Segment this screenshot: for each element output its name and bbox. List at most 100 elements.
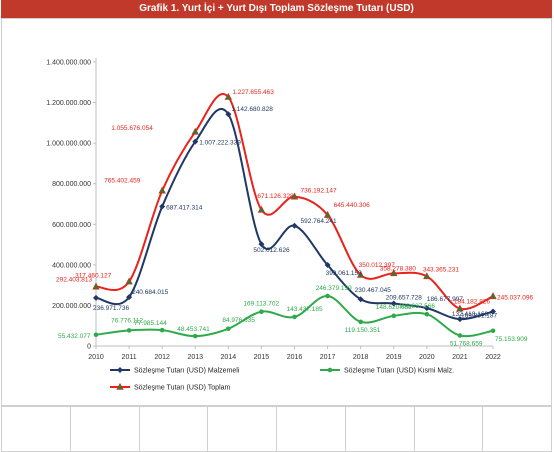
data-label: 55.432.077 [58, 333, 91, 340]
data-point [292, 314, 297, 320]
x-tick-label: 2012 [154, 354, 170, 361]
data-label: 1.055.676.054 [111, 125, 153, 132]
x-tick-label: 2020 [419, 354, 435, 361]
data-label: 245.037.096 [497, 294, 534, 301]
data-point [225, 111, 232, 118]
data-point [192, 138, 199, 145]
data-label: 230.467.045 [355, 287, 392, 294]
data-point [159, 203, 166, 210]
data-point [356, 270, 365, 278]
data-point [224, 92, 233, 100]
data-point [324, 262, 331, 269]
data-point [93, 294, 99, 301]
data-point [323, 210, 332, 218]
legend-marker [117, 367, 123, 373]
data-label: 169.881.187 [461, 313, 498, 320]
data-point [358, 319, 363, 325]
table-cell [138, 406, 209, 452]
data-point [456, 316, 463, 323]
x-tick-label: 2010 [88, 354, 104, 361]
legend-marker [116, 382, 124, 390]
data-point [489, 292, 497, 300]
data-point [257, 205, 266, 213]
legend-label: Sözleşme Tutarı (USD) Malzemeli [134, 368, 240, 375]
data-label: 77.985.144 [134, 320, 167, 327]
data-label: 350.012.397 [359, 262, 396, 269]
data-point [126, 328, 132, 333]
data-point [423, 272, 431, 280]
data-label: 246.379.159 [316, 285, 353, 292]
x-tick-label: 2021 [452, 354, 468, 361]
y-tick-label: 1.000.000.000 [46, 141, 91, 148]
data-point [92, 282, 100, 290]
legend-label: Sözleşme Tutarı (USD) Kısmi Malz. [344, 368, 454, 375]
x-tick-label: 2018 [353, 354, 369, 361]
data-point [456, 304, 464, 312]
data-label: 292.403.813 [56, 277, 93, 284]
data-label: 143.437.185 [287, 306, 324, 313]
data-label: 186.677.997 [427, 296, 464, 303]
data-label: 84.976.635 [222, 317, 255, 324]
data-point [191, 127, 199, 135]
data-label: 765.402.459 [104, 178, 141, 185]
x-tick-label: 2017 [320, 354, 336, 361]
data-label: 156.687.566 [399, 303, 436, 310]
data-label: 399.061.153 [326, 270, 363, 277]
data-label: 169.113.702 [243, 301, 279, 308]
data-point [192, 333, 198, 339]
data-label: 148.620.652 [376, 304, 413, 311]
data-label: 671.126.328 [257, 193, 294, 200]
data-label: 1.227.655.463 [232, 89, 274, 96]
data-point [457, 333, 463, 338]
data-point [226, 326, 231, 332]
table-row [1, 406, 552, 452]
data-label: 645.440.306 [334, 202, 371, 209]
bottom-table [1, 406, 552, 452]
x-tick-label: 2022 [485, 354, 501, 361]
data-label: 240.684.015 [132, 289, 169, 296]
data-point [158, 186, 166, 194]
data-point [357, 296, 364, 303]
line-chart: 0 200.000.000 400.000.000 600.000.000 800.00… [46, 58, 534, 392]
data-point [390, 269, 398, 277]
data-point [259, 309, 264, 314]
data-point [159, 327, 165, 333]
table-cell [69, 406, 140, 452]
data-label: 736.192.147 [301, 188, 338, 195]
table-cell [1, 406, 71, 452]
y-tick-label: 400.000.000 [52, 262, 91, 269]
data-point [424, 311, 430, 317]
table-cell [344, 406, 415, 452]
data-label: 317.460.127 [75, 273, 112, 280]
data-point [391, 313, 397, 319]
data-point [423, 305, 430, 312]
legend-marker [327, 367, 333, 373]
chart-frame: 0 200.000.000 400.000.000 600.000.000 800.00… [1, 18, 552, 406]
x-tick-label: 2019 [386, 354, 402, 361]
data-label: 48.453.741 [177, 326, 210, 333]
data-label: 132.418.168 [452, 311, 489, 318]
y-tick-label: 0 [87, 344, 91, 351]
chart-title: Grafik 1. Yurt İçi + Yurt Dışı Toplam Sö… [1, 0, 552, 18]
x-tick-label: 2011 [122, 354, 137, 361]
data-point [258, 241, 265, 248]
data-label: 1.007.222.339 [199, 140, 241, 147]
data-point [126, 294, 133, 301]
data-label: 687.417.314 [166, 205, 203, 212]
y-tick-label: 1.400.000.000 [46, 60, 91, 67]
table-cell [413, 406, 484, 452]
y-tick-label: 800.000.000 [52, 181, 91, 188]
data-point [390, 300, 397, 307]
data-label: 119.150.351 [345, 327, 381, 334]
data-label: 343.365.231 [423, 266, 460, 273]
data-label: 184.182.826 [454, 299, 491, 306]
x-tick-label: 2015 [254, 354, 270, 361]
data-point [93, 332, 99, 338]
data-label: 76.776.112 [111, 317, 143, 324]
y-tick-label: 600.000.000 [52, 222, 91, 229]
x-tick-label: 2013 [187, 354, 203, 361]
data-point [290, 192, 299, 200]
x-tick-label: 2014 [221, 354, 237, 361]
data-label: 209.657.728 [386, 294, 423, 301]
data-point [490, 308, 496, 315]
